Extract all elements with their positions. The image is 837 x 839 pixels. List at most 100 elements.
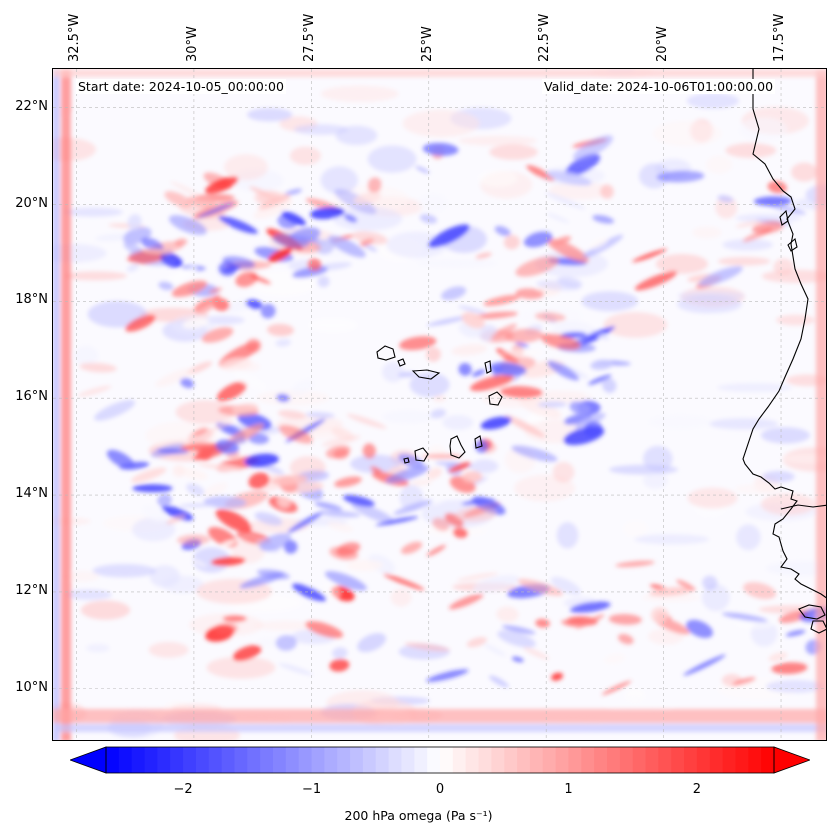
omega-speckle — [781, 454, 826, 464]
omega-blob — [422, 142, 459, 156]
omega-blob — [287, 511, 324, 533]
colorbar-cell — [350, 747, 364, 773]
colorbar-tick-label: 2 — [692, 782, 702, 797]
omega-blob — [569, 601, 611, 613]
omega-blob — [743, 582, 777, 600]
omega-speckle — [253, 620, 317, 631]
omega-blob — [551, 672, 564, 681]
omega-blob — [209, 420, 235, 432]
omega-speckle — [552, 461, 575, 483]
omega-blob — [253, 198, 293, 219]
omega-blob — [592, 215, 615, 224]
omega-speckle — [701, 584, 730, 612]
omega-blob — [125, 314, 156, 332]
omega-blob — [307, 258, 322, 271]
omega-speckle — [293, 124, 349, 135]
omega-blob — [186, 361, 213, 375]
coastlines — [376, 69, 826, 634]
omega-blob — [547, 360, 580, 381]
omega-blob — [575, 614, 605, 629]
omega-blob — [552, 236, 572, 246]
omega-blob — [215, 439, 239, 455]
colorbar-cell — [735, 747, 749, 773]
omega-blob — [106, 449, 136, 470]
omega-blob — [370, 466, 382, 474]
omega-speckle — [765, 680, 824, 693]
omega-blob — [515, 256, 560, 277]
omega-blob — [233, 371, 267, 391]
omega-blob — [258, 194, 291, 210]
colorbar-cell — [581, 747, 595, 773]
omega-blob — [499, 386, 543, 399]
omega-speckle — [738, 117, 788, 142]
omega-blob — [419, 214, 438, 224]
omega-blob — [398, 371, 417, 378]
omega-blob — [721, 612, 768, 622]
omega-blob — [569, 401, 591, 416]
omega-blob — [480, 416, 512, 430]
omega-blob — [397, 453, 424, 469]
omega-blob — [451, 344, 488, 356]
omega-blob — [426, 669, 469, 682]
omega-blob — [94, 399, 136, 421]
omega-blob — [216, 381, 247, 402]
colorbar-cell — [542, 747, 557, 773]
omega-speckle — [308, 318, 358, 333]
omega-speckle — [692, 226, 722, 239]
omega-blob — [203, 482, 228, 497]
omega-blob — [608, 613, 642, 625]
latitude-label: 18°N — [15, 292, 48, 308]
omega-blob — [526, 165, 555, 181]
omega-blob — [483, 294, 520, 306]
omega-blob — [127, 214, 142, 230]
omega-blob — [430, 408, 446, 419]
colorbar-cell — [118, 747, 133, 773]
omega-blob — [511, 656, 524, 663]
omega-speckle — [736, 524, 761, 551]
colorbar-cell — [568, 747, 582, 773]
omega-blob — [565, 153, 601, 177]
omega-blob — [168, 215, 207, 235]
omega-blob — [573, 327, 612, 345]
omega-blob — [546, 170, 592, 186]
omega-blob — [272, 233, 310, 249]
omega-blob — [164, 191, 192, 208]
colorbar-cell — [427, 747, 441, 773]
omega-blob — [572, 135, 614, 161]
omega-speckle — [677, 294, 742, 314]
omega-blob — [523, 231, 553, 248]
omega-blob — [448, 593, 484, 610]
omega-blob — [215, 508, 252, 533]
omega-blob — [494, 225, 511, 237]
omega-blob — [333, 448, 350, 460]
coastal-island-1 — [787, 238, 798, 252]
omega-blob — [751, 220, 784, 234]
omega-blob — [771, 662, 808, 675]
omega-blob — [222, 615, 247, 622]
omega-blob — [291, 583, 327, 602]
omega-blob — [305, 621, 344, 639]
omega-blob — [603, 653, 626, 665]
omega-blob — [683, 654, 726, 676]
omega-blob — [277, 213, 298, 230]
omega-blob — [219, 358, 252, 371]
omega-speckle — [65, 589, 112, 600]
omega-blob — [205, 176, 239, 194]
boundary-band — [816, 69, 826, 740]
colorbar-cell — [645, 747, 659, 773]
omega-blob — [259, 533, 292, 552]
omega-blob — [231, 436, 247, 444]
omega-speckle — [639, 163, 669, 189]
colorbar-cell — [388, 747, 402, 773]
colorbar-cell — [298, 747, 313, 773]
omega-blob — [717, 195, 734, 203]
omega-blob — [515, 288, 544, 300]
colorbar-cell — [452, 747, 467, 773]
omega-blob — [634, 271, 678, 291]
boundary-band — [53, 709, 826, 723]
colorbar — [70, 746, 810, 774]
omega-blob — [475, 252, 492, 260]
omega-blob — [698, 266, 743, 287]
colorbar-cell — [247, 747, 261, 773]
omega-blob — [316, 239, 335, 255]
